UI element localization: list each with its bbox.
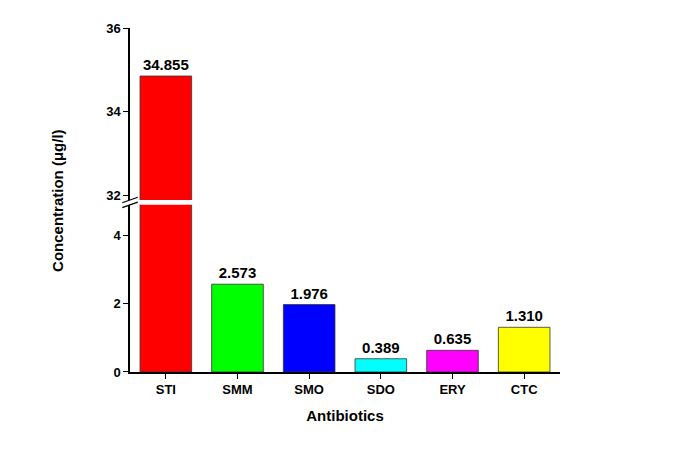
svg-text:2.573: 2.573 — [219, 264, 257, 281]
svg-text:0.635: 0.635 — [434, 330, 472, 347]
svg-text:CTC: CTC — [511, 382, 538, 397]
svg-text:34: 34 — [106, 104, 121, 119]
svg-text:32: 32 — [106, 188, 120, 203]
svg-text:ERY: ERY — [439, 382, 466, 397]
svg-text:1.976: 1.976 — [290, 285, 328, 302]
svg-text:36: 36 — [106, 21, 120, 36]
svg-text:Concentration (μg/l): Concentration (μg/l) — [49, 129, 66, 272]
svg-text:34.855: 34.855 — [143, 56, 189, 73]
svg-text:Antibiotics: Antibiotics — [306, 407, 384, 424]
svg-text:2: 2 — [113, 296, 120, 311]
svg-text:4: 4 — [113, 228, 121, 243]
svg-text:SMM: SMM — [222, 382, 252, 397]
svg-text:1.310: 1.310 — [505, 307, 543, 324]
svg-text:STI: STI — [156, 382, 176, 397]
svg-text:SDO: SDO — [367, 382, 395, 397]
svg-text:0.389: 0.389 — [362, 339, 400, 356]
svg-text:0: 0 — [113, 365, 120, 380]
svg-text:SMO: SMO — [294, 382, 324, 397]
